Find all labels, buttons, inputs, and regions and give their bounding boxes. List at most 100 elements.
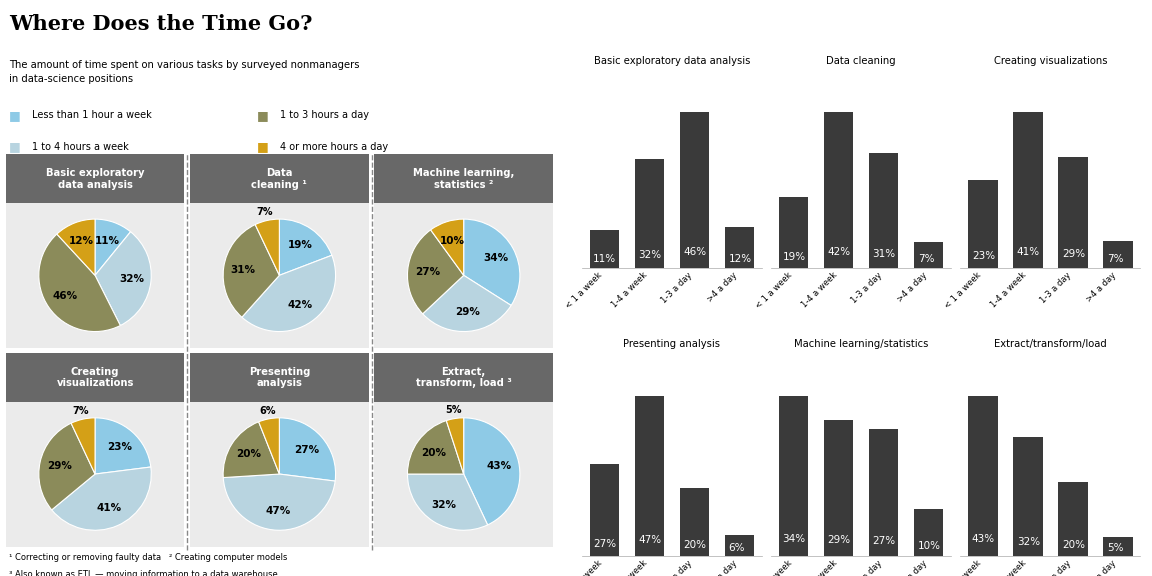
Wedge shape (408, 420, 463, 474)
Text: ■: ■ (9, 141, 21, 153)
Title: Presenting analysis: Presenting analysis (623, 339, 720, 349)
Text: 7%: 7% (257, 207, 273, 217)
Text: 5%: 5% (446, 405, 462, 415)
Wedge shape (408, 230, 463, 314)
Bar (1014, 112, 1043, 268)
Text: Less than 1 hour a week: Less than 1 hour a week (32, 110, 152, 120)
Text: 29%: 29% (455, 306, 479, 317)
Wedge shape (242, 255, 335, 332)
Text: ¹ Correcting or removing faulty data   ² Creating computer models: ¹ Correcting or removing faulty data ² C… (9, 553, 288, 562)
Text: 20%: 20% (683, 540, 706, 550)
Text: 29%: 29% (827, 535, 850, 545)
Text: Machine learning,
statistics ²: Machine learning, statistics ² (414, 168, 514, 190)
Text: 23%: 23% (107, 442, 131, 452)
Text: 41%: 41% (97, 503, 122, 513)
Text: The amount of time spent on various tasks by surveyed nonmanagers
in data-scienc: The amount of time spent on various task… (9, 60, 359, 84)
Text: 42%: 42% (288, 301, 312, 310)
Text: Data
cleaning ¹: Data cleaning ¹ (251, 168, 308, 190)
Wedge shape (256, 219, 280, 275)
Text: 11%: 11% (94, 236, 120, 246)
Bar (914, 242, 943, 268)
Text: Presenting
analysis: Presenting analysis (249, 367, 310, 388)
Text: 10%: 10% (440, 236, 465, 245)
Wedge shape (94, 418, 151, 474)
Bar (680, 112, 708, 268)
Wedge shape (71, 418, 94, 474)
Bar (824, 112, 854, 268)
Text: 46%: 46% (53, 291, 77, 301)
Bar (914, 509, 943, 556)
Text: Where Does the Time Go?: Where Does the Time Go? (9, 14, 312, 35)
Wedge shape (39, 234, 120, 332)
Wedge shape (463, 418, 520, 525)
Text: ■: ■ (9, 109, 21, 122)
Text: 1 to 4 hours a week: 1 to 4 hours a week (32, 142, 129, 152)
Text: 7%: 7% (918, 255, 934, 264)
Text: 11%: 11% (593, 254, 616, 264)
Title: Creating visualizations: Creating visualizations (994, 56, 1107, 66)
Title: Basic exploratory data analysis: Basic exploratory data analysis (593, 56, 750, 66)
Wedge shape (94, 232, 151, 325)
Bar (1059, 157, 1087, 268)
Text: 31%: 31% (230, 265, 256, 275)
Bar (969, 180, 998, 268)
Text: 43%: 43% (972, 535, 995, 544)
Text: 27%: 27% (294, 445, 319, 455)
Text: 5%: 5% (1107, 543, 1123, 553)
Bar (590, 464, 619, 556)
Text: 7%: 7% (73, 406, 89, 416)
Wedge shape (423, 275, 511, 332)
Wedge shape (259, 418, 280, 474)
Text: 42%: 42% (827, 247, 850, 257)
Wedge shape (223, 474, 335, 530)
Text: 29%: 29% (47, 461, 71, 471)
Text: 34%: 34% (782, 534, 805, 544)
Text: 27%: 27% (872, 536, 896, 546)
Text: ³ Also known as ETL — moving information to a data warehouse: ³ Also known as ETL — moving information… (9, 570, 278, 576)
Wedge shape (56, 219, 96, 275)
Text: 43%: 43% (487, 461, 511, 471)
Text: 12%: 12% (728, 253, 751, 264)
Text: 31%: 31% (872, 249, 896, 259)
Bar (635, 159, 664, 268)
Bar (969, 396, 998, 556)
Bar (869, 429, 899, 556)
Text: 20%: 20% (422, 448, 447, 457)
Text: 10%: 10% (918, 541, 941, 551)
Bar (1104, 537, 1132, 556)
Title: Machine learning/statistics: Machine learning/statistics (794, 339, 929, 349)
Bar (1104, 241, 1132, 268)
Wedge shape (223, 422, 279, 478)
Wedge shape (463, 219, 520, 305)
Text: 47%: 47% (638, 535, 661, 544)
Wedge shape (446, 418, 464, 474)
Text: 7%: 7% (1107, 255, 1123, 264)
Wedge shape (39, 423, 94, 510)
Bar (725, 536, 753, 556)
Text: 32%: 32% (638, 249, 661, 260)
Text: ■: ■ (257, 141, 268, 153)
Bar (869, 153, 899, 268)
Text: 27%: 27% (415, 267, 440, 277)
Text: Extract,
transform, load ³: Extract, transform, load ³ (416, 367, 511, 388)
Text: 20%: 20% (1062, 540, 1085, 550)
Text: 32%: 32% (1017, 537, 1040, 547)
Title: Data cleaning: Data cleaning (826, 56, 896, 66)
Bar (1014, 437, 1043, 556)
Text: 6%: 6% (728, 543, 745, 553)
Wedge shape (94, 219, 130, 275)
Text: Creating
visualizations: Creating visualizations (56, 367, 134, 388)
Wedge shape (408, 474, 487, 530)
Wedge shape (431, 219, 464, 275)
Text: 4 or more hours a day: 4 or more hours a day (280, 142, 388, 152)
Bar (635, 396, 664, 556)
Text: 32%: 32% (119, 274, 144, 285)
Text: 23%: 23% (972, 251, 995, 261)
Wedge shape (279, 219, 332, 275)
Text: 46%: 46% (683, 247, 706, 257)
Text: 19%: 19% (288, 240, 312, 250)
Bar (680, 488, 708, 556)
Text: 29%: 29% (1062, 249, 1085, 259)
Bar (725, 227, 753, 268)
Bar (779, 197, 809, 268)
